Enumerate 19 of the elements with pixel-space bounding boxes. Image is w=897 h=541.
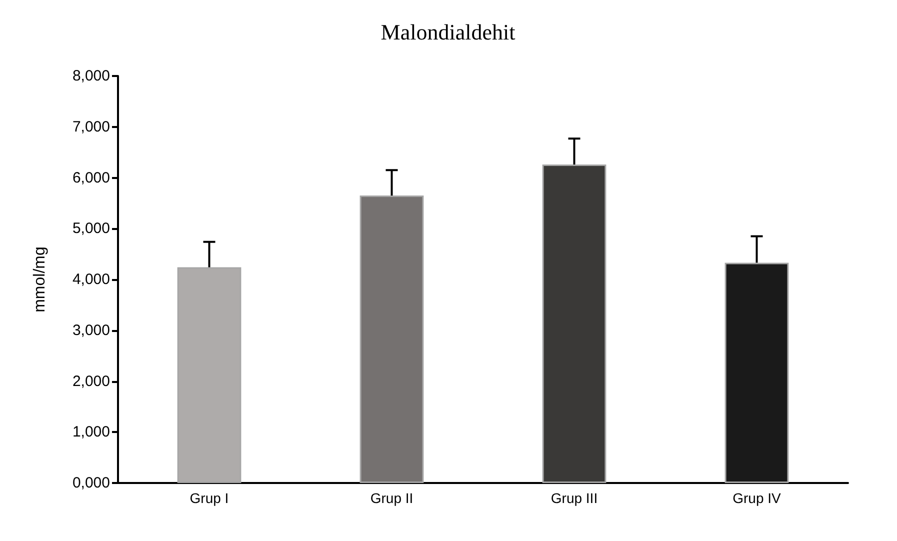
y-tick-label: 2,000 <box>72 372 110 390</box>
y-tick-label: 1,000 <box>72 424 110 441</box>
bar <box>724 262 789 483</box>
y-tick-label: 6,000 <box>72 169 110 186</box>
x-tick-label: Grup IV <box>732 490 782 506</box>
y-tick-label: 5,000 <box>72 220 110 238</box>
y-tick-label: 8,000 <box>72 68 110 84</box>
x-tick-label: Grup III <box>550 490 598 506</box>
y-axis-title: mmol/mg <box>32 246 48 312</box>
chart-title: Malondialdehit <box>380 20 516 44</box>
bar <box>542 164 606 483</box>
y-tick-label: 7,000 <box>72 118 110 136</box>
y-tick-label: 3,000 <box>72 322 110 339</box>
y-tick-label: 0,000 <box>72 474 110 492</box>
x-tick-label: Grup II <box>370 490 414 506</box>
bar <box>177 267 242 483</box>
x-tick-label: Grup I <box>190 490 229 506</box>
bar <box>360 196 424 483</box>
y-tick-label: 4,000 <box>72 271 110 288</box>
